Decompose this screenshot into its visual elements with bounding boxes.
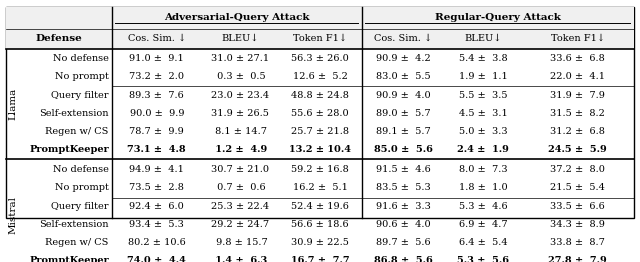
Text: 80.2 ± 10.6: 80.2 ± 10.6 bbox=[128, 238, 186, 247]
Text: Adversarial-Query Attack: Adversarial-Query Attack bbox=[164, 13, 310, 22]
Text: Self-extension: Self-extension bbox=[39, 220, 109, 229]
Text: BLEU↓: BLEU↓ bbox=[465, 34, 502, 43]
Text: 9.8 ± 15.7: 9.8 ± 15.7 bbox=[212, 238, 268, 247]
Text: 16.7 ±  7.7: 16.7 ± 7.7 bbox=[291, 256, 349, 262]
Text: 55.6 ± 28.0: 55.6 ± 28.0 bbox=[291, 109, 349, 118]
Text: 5.5 ±  3.5: 5.5 ± 3.5 bbox=[459, 91, 508, 100]
Text: 86.8 ±  5.6: 86.8 ± 5.6 bbox=[374, 256, 433, 262]
Text: 2.4 ±  1.9: 2.4 ± 1.9 bbox=[457, 145, 509, 154]
Text: Cos. Sim. ↓: Cos. Sim. ↓ bbox=[374, 34, 432, 43]
Text: 93.4 ±  5.3: 93.4 ± 5.3 bbox=[129, 220, 184, 229]
Text: Mistral: Mistral bbox=[8, 196, 17, 234]
Text: 90.6 ±  4.0: 90.6 ± 4.0 bbox=[376, 220, 431, 229]
Text: 92.4 ±  6.0: 92.4 ± 6.0 bbox=[129, 202, 184, 211]
Text: No defense: No defense bbox=[53, 165, 109, 174]
Text: 5.0 ±  3.3: 5.0 ± 3.3 bbox=[459, 127, 508, 136]
Text: Cos. Sim. ↓: Cos. Sim. ↓ bbox=[128, 34, 186, 43]
Text: 5.3 ±  5.6: 5.3 ± 5.6 bbox=[457, 256, 509, 262]
Text: 85.0 ±  5.6: 85.0 ± 5.6 bbox=[374, 145, 433, 154]
Text: 31.9 ± 26.5: 31.9 ± 26.5 bbox=[211, 109, 269, 118]
Text: PromptKeeper: PromptKeeper bbox=[29, 256, 109, 262]
Text: 29.2 ± 24.7: 29.2 ± 24.7 bbox=[211, 220, 269, 229]
Text: Self-extension: Self-extension bbox=[39, 109, 109, 118]
Text: 5.4 ±  3.8: 5.4 ± 3.8 bbox=[459, 54, 508, 63]
Text: 90.0 ±  9.9: 90.0 ± 9.9 bbox=[129, 109, 184, 118]
Text: 91.6 ±  3.3: 91.6 ± 3.3 bbox=[376, 202, 431, 211]
Text: 0.7 ±  0.6: 0.7 ± 0.6 bbox=[214, 183, 266, 192]
Text: Token F1↓: Token F1↓ bbox=[293, 34, 347, 43]
Text: 1.9 ±  1.1: 1.9 ± 1.1 bbox=[459, 72, 508, 81]
Text: 16.2 ±  5.1: 16.2 ± 5.1 bbox=[292, 183, 348, 192]
Text: 6.4 ±  5.4: 6.4 ± 5.4 bbox=[459, 238, 508, 247]
Text: PromptKeeper: PromptKeeper bbox=[29, 145, 109, 154]
Text: Llama: Llama bbox=[8, 88, 17, 120]
Text: 73.2 ±  2.0: 73.2 ± 2.0 bbox=[129, 72, 184, 81]
Text: 31.0 ± 27.1: 31.0 ± 27.1 bbox=[211, 54, 269, 63]
Text: No defense: No defense bbox=[53, 54, 109, 63]
Text: 83.0 ±  5.5: 83.0 ± 5.5 bbox=[376, 72, 431, 81]
Text: No prompt: No prompt bbox=[55, 183, 109, 192]
Text: 89.0 ±  5.7: 89.0 ± 5.7 bbox=[376, 109, 431, 118]
Text: 33.6 ±  6.8: 33.6 ± 6.8 bbox=[550, 54, 605, 63]
Text: 73.1 ±  4.8: 73.1 ± 4.8 bbox=[127, 145, 186, 154]
Text: 33.5 ±  6.6: 33.5 ± 6.6 bbox=[550, 202, 605, 211]
Text: 8.1 ± 14.7: 8.1 ± 14.7 bbox=[212, 127, 268, 136]
Text: 37.2 ±  8.0: 37.2 ± 8.0 bbox=[550, 165, 605, 174]
Text: 24.5 ±  5.9: 24.5 ± 5.9 bbox=[548, 145, 607, 154]
Text: 83.5 ±  5.3: 83.5 ± 5.3 bbox=[376, 183, 431, 192]
Text: 1.8 ±  1.0: 1.8 ± 1.0 bbox=[459, 183, 508, 192]
Text: 1.4 ±  6.3: 1.4 ± 6.3 bbox=[212, 256, 268, 262]
Text: No prompt: No prompt bbox=[55, 72, 109, 81]
Text: Query filter: Query filter bbox=[51, 91, 109, 100]
Text: 48.8 ± 24.8: 48.8 ± 24.8 bbox=[291, 91, 349, 100]
Text: 25.7 ± 21.8: 25.7 ± 21.8 bbox=[291, 127, 349, 136]
Text: 23.0 ± 23.4: 23.0 ± 23.4 bbox=[211, 91, 269, 100]
Text: 21.5 ±  5.4: 21.5 ± 5.4 bbox=[550, 183, 605, 192]
Text: 1.2 ±  4.9: 1.2 ± 4.9 bbox=[212, 145, 268, 154]
Text: 78.7 ±  9.9: 78.7 ± 9.9 bbox=[129, 127, 184, 136]
Text: 91.5 ±  4.6: 91.5 ± 4.6 bbox=[376, 165, 431, 174]
Text: 73.5 ±  2.8: 73.5 ± 2.8 bbox=[129, 183, 184, 192]
Text: Token F1↓: Token F1↓ bbox=[550, 34, 605, 43]
Text: 30.7 ± 21.0: 30.7 ± 21.0 bbox=[211, 165, 269, 174]
Text: 56.6 ± 18.6: 56.6 ± 18.6 bbox=[291, 220, 349, 229]
Text: Regen w/ CS: Regen w/ CS bbox=[45, 238, 109, 247]
Text: 89.1 ±  5.7: 89.1 ± 5.7 bbox=[376, 127, 431, 136]
Text: 89.3 ±  7.6: 89.3 ± 7.6 bbox=[129, 91, 184, 100]
Text: 90.9 ±  4.2: 90.9 ± 4.2 bbox=[376, 54, 431, 63]
Text: 22.0 ±  4.1: 22.0 ± 4.1 bbox=[550, 72, 605, 81]
Text: 12.6 ±  5.2: 12.6 ± 5.2 bbox=[292, 72, 348, 81]
Text: 56.3 ± 26.0: 56.3 ± 26.0 bbox=[291, 54, 349, 63]
Text: 34.3 ±  8.9: 34.3 ± 8.9 bbox=[550, 220, 605, 229]
Text: 31.2 ±  6.8: 31.2 ± 6.8 bbox=[550, 127, 605, 136]
Text: 89.7 ±  5.6: 89.7 ± 5.6 bbox=[376, 238, 431, 247]
Text: 74.0 ±  4.4: 74.0 ± 4.4 bbox=[127, 256, 186, 262]
Text: 94.9 ±  4.1: 94.9 ± 4.1 bbox=[129, 165, 184, 174]
Text: 59.2 ± 16.8: 59.2 ± 16.8 bbox=[291, 165, 349, 174]
Text: 5.3 ±  4.6: 5.3 ± 4.6 bbox=[459, 202, 508, 211]
Text: 6.9 ±  4.7: 6.9 ± 4.7 bbox=[459, 220, 508, 229]
Text: 27.8 ±  7.9: 27.8 ± 7.9 bbox=[548, 256, 607, 262]
Text: 31.9 ±  7.9: 31.9 ± 7.9 bbox=[550, 91, 605, 100]
Text: 30.9 ± 22.5: 30.9 ± 22.5 bbox=[291, 238, 349, 247]
Text: 13.2 ± 10.4: 13.2 ± 10.4 bbox=[289, 145, 351, 154]
Text: 90.9 ±  4.0: 90.9 ± 4.0 bbox=[376, 91, 431, 100]
Text: 0.3 ±  0.5: 0.3 ± 0.5 bbox=[214, 72, 266, 81]
Text: 33.8 ±  8.7: 33.8 ± 8.7 bbox=[550, 238, 605, 247]
Text: Regen w/ CS: Regen w/ CS bbox=[45, 127, 109, 136]
Text: 31.5 ±  8.2: 31.5 ± 8.2 bbox=[550, 109, 605, 118]
Text: 4.5 ±  3.1: 4.5 ± 3.1 bbox=[459, 109, 508, 118]
Text: 52.4 ± 19.6: 52.4 ± 19.6 bbox=[291, 202, 349, 211]
Text: Regular-Query Attack: Regular-Query Attack bbox=[435, 13, 561, 22]
Text: 91.0 ±  9.1: 91.0 ± 9.1 bbox=[129, 54, 184, 63]
Text: Defense: Defense bbox=[36, 34, 83, 43]
Text: Query filter: Query filter bbox=[51, 202, 109, 211]
Text: 8.0 ±  7.3: 8.0 ± 7.3 bbox=[459, 165, 508, 174]
Text: BLEU↓: BLEU↓ bbox=[221, 34, 259, 43]
Text: 25.3 ± 22.4: 25.3 ± 22.4 bbox=[211, 202, 269, 211]
